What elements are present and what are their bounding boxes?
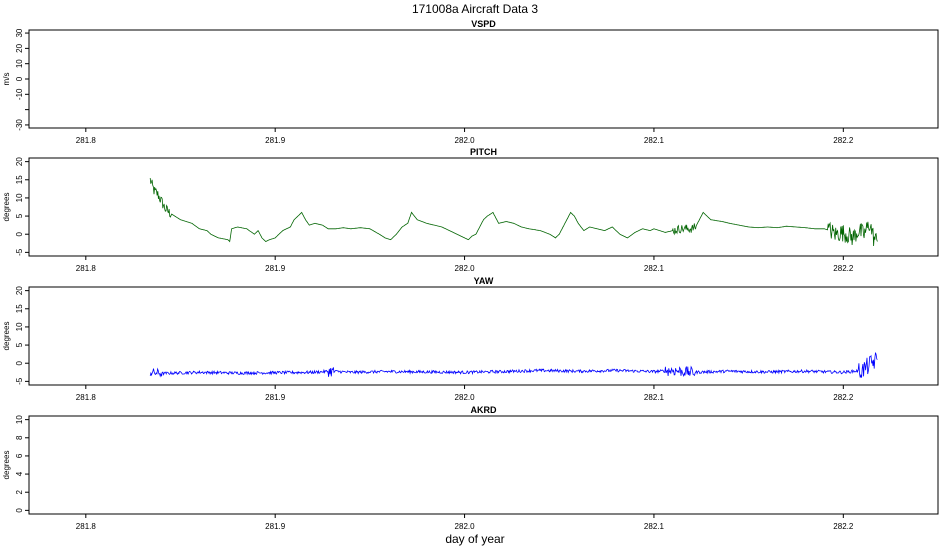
yaw-xtick-label: 282.2: [833, 393, 854, 402]
yaw-title: YAW: [474, 276, 494, 286]
figure-title: 171008a Aircraft Data 3: [412, 2, 538, 16]
yaw-ytick-label: 20: [15, 286, 24, 295]
akrd-xtick-label: 282.1: [644, 522, 665, 531]
akrd-ytick-label: 0: [15, 508, 24, 513]
vspd-xtick-label: 282.1: [644, 136, 665, 145]
pitch-ytick-label: 15: [15, 175, 24, 184]
pitch-ylabel: degrees: [2, 193, 11, 222]
pitch-series-line: [149, 178, 878, 247]
pitch-ytick-label: 20: [15, 157, 24, 166]
pitch-xtick-label: 282.1: [644, 264, 665, 273]
akrd-ytick-label: 2: [15, 489, 24, 494]
vspd-xtick-label: 281.8: [76, 136, 97, 145]
akrd-title: AKRD: [471, 405, 497, 415]
vspd-ylabel: m/s: [2, 73, 11, 86]
akrd-ylabel: degrees: [2, 451, 11, 480]
yaw-panel: YAW -5 0 5 10 15 20 degrees 281.8 281.9 282.0 282.1…: [2, 276, 939, 402]
pitch-ytick-label: -5: [15, 248, 24, 256]
pitch-xtick-label: 281.9: [265, 264, 286, 273]
yaw-ylabel: degrees: [2, 322, 11, 351]
vspd-frame: [28, 29, 939, 129]
yaw-xtick-label: 281.9: [265, 393, 286, 402]
akrd-xtick-label: 281.8: [76, 522, 97, 531]
vspd-ytick-label: -10: [15, 88, 24, 100]
akrd-frame: [28, 415, 939, 515]
vspd-ytick-label: 10: [15, 59, 24, 68]
pitch-xtick-label: 282.2: [833, 264, 854, 273]
yaw-ytick-label: 0: [15, 360, 24, 365]
vspd-xtick-label: 281.9: [265, 136, 286, 145]
vspd-xtick-label: 282.0: [455, 136, 476, 145]
pitch-ytick-label: 5: [15, 213, 24, 218]
pitch-xtick-label: 282.0: [455, 264, 476, 273]
yaw-ytick-label: 10: [15, 322, 24, 331]
vspd-ytick-label: 0: [15, 76, 24, 81]
yaw-xtick-label: 281.8: [76, 393, 97, 402]
pitch-xtick-label: 281.8: [76, 264, 97, 273]
yaw-xtick-label: 282.1: [644, 393, 665, 402]
vspd-ytick-label: 30: [15, 28, 24, 37]
akrd-xtick-label: 281.9: [265, 522, 286, 531]
akrd-xtick-label: 282.0: [455, 522, 476, 531]
pitch-frame: [28, 157, 939, 257]
yaw-frame: [28, 286, 939, 386]
yaw-ytick-label: 5: [15, 342, 24, 347]
vspd-panel: VSPD -30 -10 0 10 20 30 m/s 281.8 281.9 282.0 282.1…: [2, 19, 939, 145]
akrd-panel: AKRD 0 2 4 6 8 10 degrees 281.8 281.9 282.0 282.1 28…: [2, 405, 939, 531]
yaw-ytick-label: -5: [15, 377, 24, 385]
vspd-title: VSPD: [471, 19, 496, 29]
x-axis-label: day of year: [445, 532, 504, 546]
yaw-xtick-label: 282.0: [455, 393, 476, 402]
pitch-ytick-label: 0: [15, 231, 24, 236]
akrd-ytick-label: 10: [15, 415, 24, 424]
vspd-ytick-label: 20: [15, 43, 24, 52]
yaw-ytick-label: 15: [15, 304, 24, 313]
vspd-xtick-label: 282.2: [833, 136, 854, 145]
akrd-ytick-label: 4: [15, 471, 24, 476]
akrd-ytick-label: 6: [15, 453, 24, 458]
akrd-ytick-label: 8: [15, 435, 24, 440]
pitch-ytick-label: 10: [15, 193, 24, 202]
vspd-ytick-label: -30: [15, 119, 24, 131]
pitch-title: PITCH: [470, 147, 497, 157]
yaw-series-line: [149, 352, 878, 378]
akrd-xtick-label: 282.2: [833, 522, 854, 531]
pitch-panel: PITCH -5 0 5 10 15 20 degrees 281.8 281.9 282.0 282…: [2, 147, 939, 273]
